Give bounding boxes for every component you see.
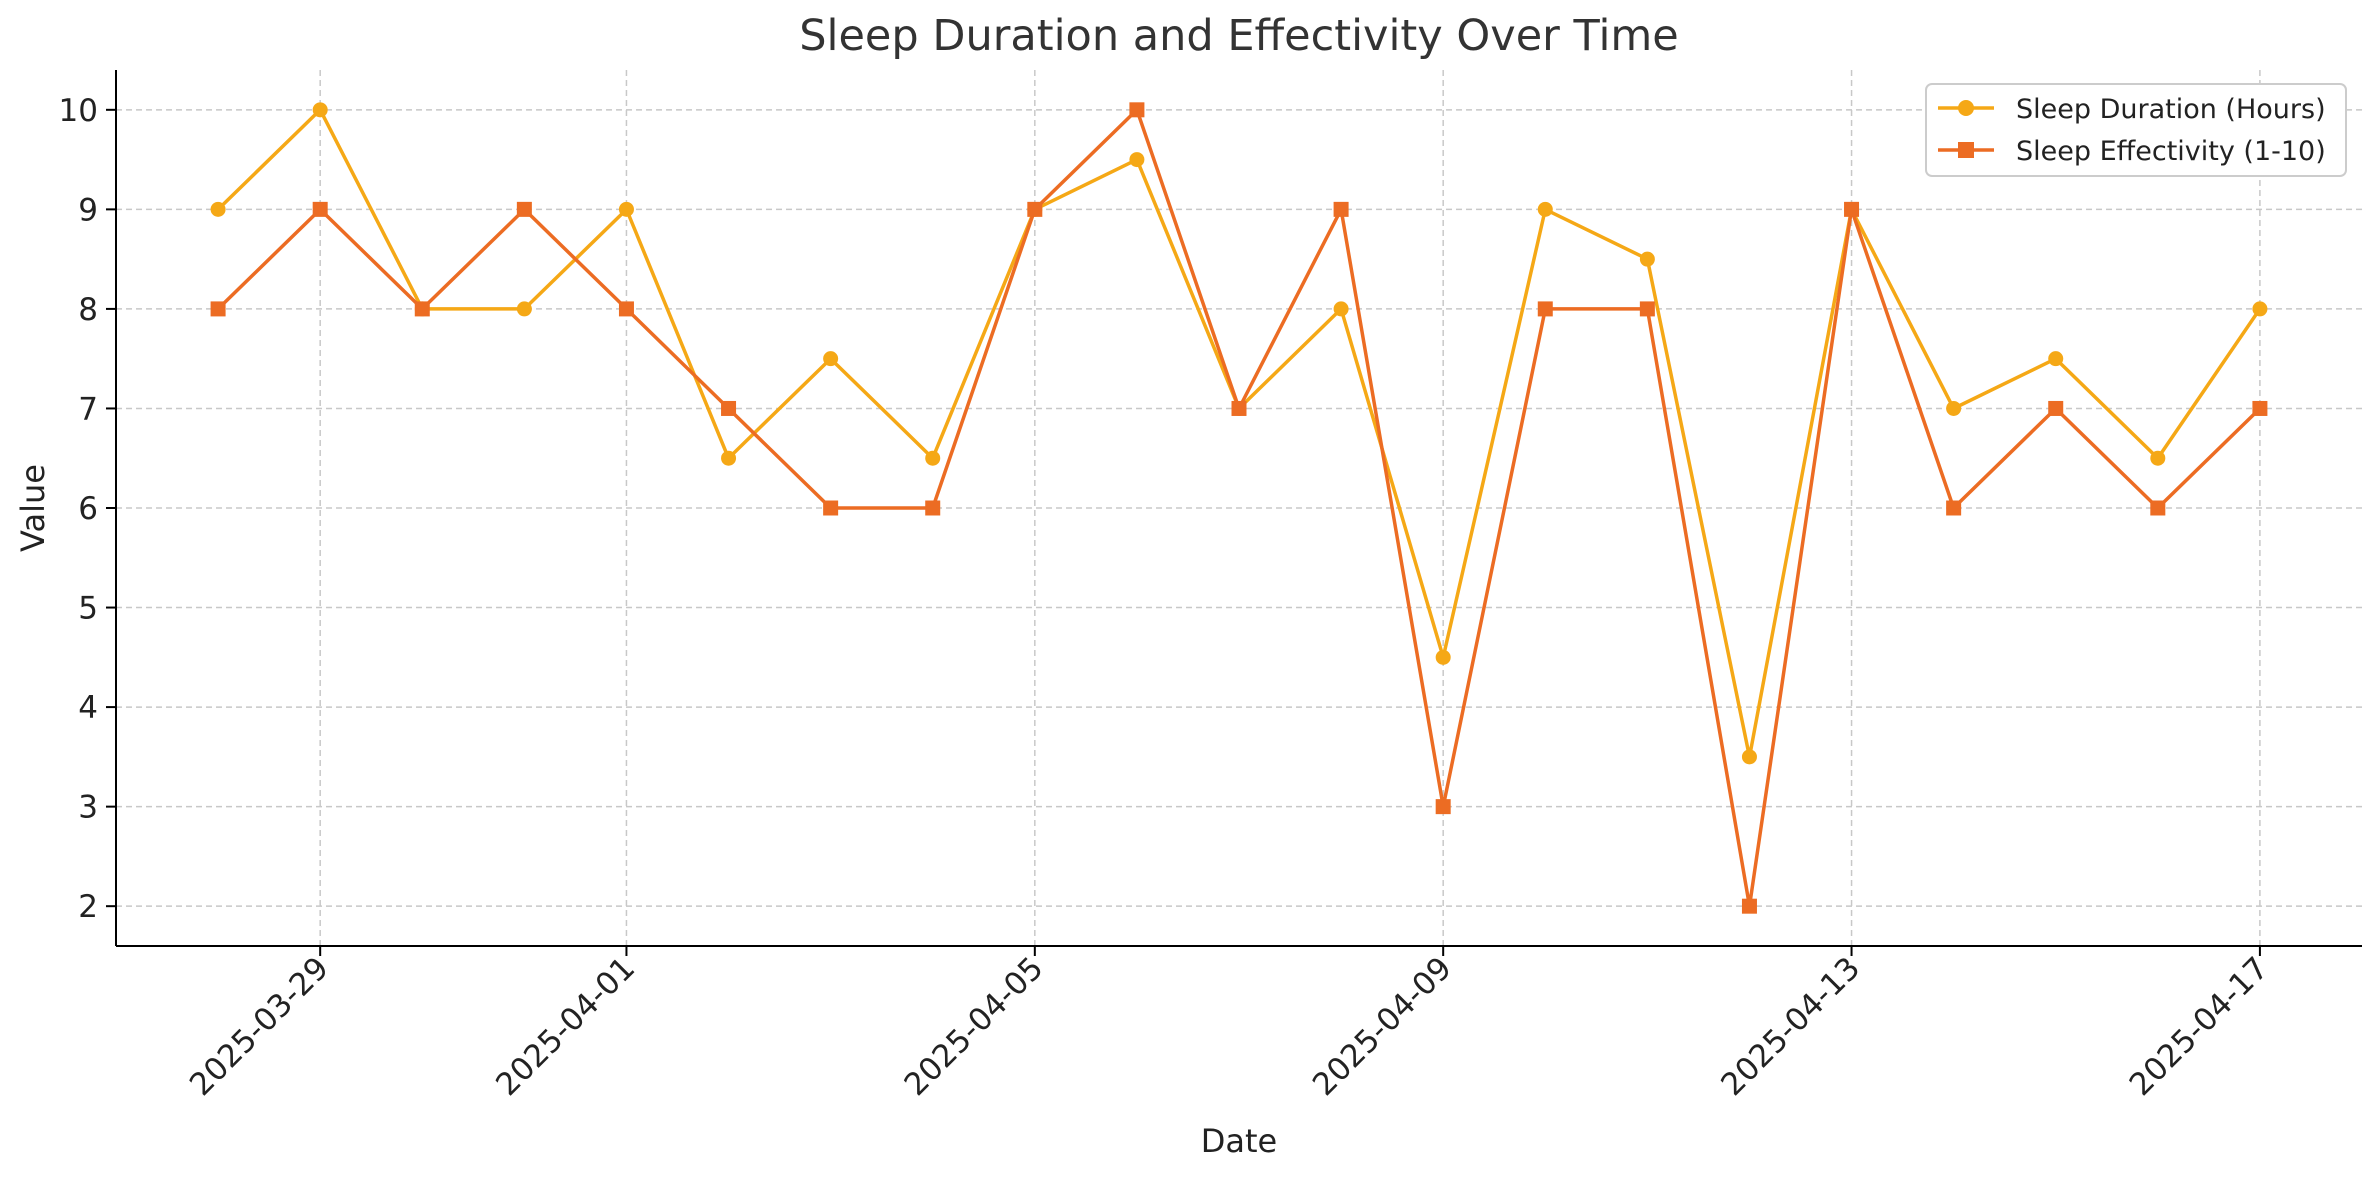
y-axis-label: Value <box>14 464 52 552</box>
data-point-2 <box>312 201 328 217</box>
y-tick-label: 7 <box>78 391 98 427</box>
data-point-1 <box>721 450 737 466</box>
legend-label-duration: Sleep Duration (Hours) <box>2016 94 2326 125</box>
data-point-2 <box>516 201 532 217</box>
data-point-1 <box>1741 749 1757 765</box>
data-point-1 <box>1946 400 1962 416</box>
data-point-2 <box>1946 500 1962 516</box>
grid <box>116 70 2362 946</box>
y-tick-label: 10 <box>59 93 98 129</box>
y-tick-label: 2 <box>78 889 98 925</box>
data-point-2 <box>414 301 430 317</box>
data-point-2 <box>2048 400 2064 416</box>
data-point-2 <box>1537 301 1553 317</box>
y-tick-label: 9 <box>78 192 98 228</box>
series <box>210 102 2268 914</box>
x-axis-label: Date <box>1201 1122 1277 1160</box>
x-tick-label: 2025-04-17 <box>2123 950 2276 1103</box>
data-point-1 <box>1537 201 1553 217</box>
x-tick-label: 2025-03-29 <box>183 950 336 1103</box>
data-point-1 <box>1639 251 1655 267</box>
data-point-1 <box>312 102 328 118</box>
legend: Sleep Duration (Hours) Sleep Effectivity… <box>1925 83 2347 177</box>
y-ticks: 2 3 4 5 6 7 8 9 10 <box>59 93 116 925</box>
data-point-2 <box>210 301 226 317</box>
data-point-1 <box>823 351 839 367</box>
legend-box <box>1925 83 2347 177</box>
data-point-1 <box>1129 152 1145 168</box>
data-point-1 <box>2252 301 2268 317</box>
data-point-2 <box>1435 799 1451 815</box>
data-point-1 <box>516 301 532 317</box>
data-point-1 <box>210 201 226 217</box>
data-point-1 <box>925 450 941 466</box>
y-tick-label: 5 <box>78 591 98 627</box>
data-point-2 <box>1129 102 1145 118</box>
legend-item-effectivity: Sleep Effectivity (1-10) <box>1938 136 2326 167</box>
data-point-2 <box>618 301 634 317</box>
legend-marker-duration <box>1958 100 1974 116</box>
data-point-2 <box>1027 201 1043 217</box>
y-tick-label: 3 <box>78 790 98 826</box>
data-point-2 <box>1333 201 1349 217</box>
data-point-2 <box>2252 400 2268 416</box>
y-tick-label: 6 <box>78 491 98 527</box>
data-point-2 <box>1741 898 1757 914</box>
x-tick-label: 2025-04-13 <box>1714 950 1867 1103</box>
data-point-1 <box>618 201 634 217</box>
y-tick-label: 4 <box>78 690 98 726</box>
data-point-1 <box>1333 301 1349 317</box>
data-point-1 <box>1435 649 1451 665</box>
data-point-1 <box>2048 351 2064 367</box>
legend-marker-effectivity <box>1958 142 1974 158</box>
data-point-2 <box>1639 301 1655 317</box>
legend-label-effectivity: Sleep Effectivity (1-10) <box>2016 136 2326 167</box>
data-point-2 <box>1844 201 1860 217</box>
x-tick-label: 2025-04-01 <box>489 950 642 1103</box>
data-point-1 <box>2150 450 2166 466</box>
data-point-2 <box>2150 500 2166 516</box>
x-tick-label: 2025-04-05 <box>898 950 1051 1103</box>
data-point-2 <box>925 500 941 516</box>
data-point-2 <box>721 400 737 416</box>
data-point-2 <box>1231 400 1247 416</box>
legend-item-duration: Sleep Duration (Hours) <box>1938 94 2326 125</box>
x-ticks: 2025-03-29 2025-04-01 2025-04-05 2025-04-09… <box>183 946 2276 1103</box>
chart-title: Sleep Duration and Effectivity Over Time <box>799 11 1679 61</box>
data-point-2 <box>823 500 839 516</box>
x-tick-label: 2025-04-09 <box>1306 950 1459 1103</box>
y-tick-label: 8 <box>78 292 98 328</box>
